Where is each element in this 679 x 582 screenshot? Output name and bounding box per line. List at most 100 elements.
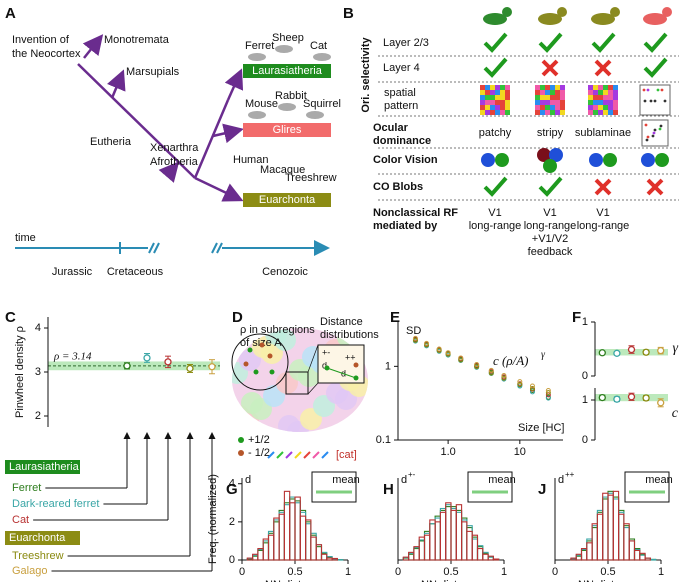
histogram-bar <box>607 490 614 561</box>
pattern-cell <box>485 110 490 115</box>
histogram-bar <box>283 502 291 561</box>
pattern-cell <box>495 95 500 100</box>
branch <box>107 69 126 99</box>
y-tick-label: 0 <box>229 554 235 566</box>
pattern-cell <box>560 110 565 115</box>
pattern-cell <box>500 100 505 105</box>
histogram-bar <box>586 538 593 561</box>
check-mark <box>483 176 508 197</box>
color-vision-dot <box>603 153 617 167</box>
clade-bar <box>243 123 331 137</box>
histogram-bar <box>618 511 625 561</box>
point <box>613 349 621 357</box>
histogram-bar <box>639 554 646 561</box>
formula-exponent: γ <box>541 349 546 360</box>
y-axis-label: SD <box>406 325 421 337</box>
legend-label: Galago <box>12 565 47 577</box>
orientation-key <box>276 451 284 459</box>
root-label: Invention of <box>12 34 70 46</box>
y-axis-label: Freq. (normalized) <box>207 474 219 564</box>
panel-letter: C <box>5 309 16 326</box>
check-mark <box>483 32 508 53</box>
y-tick-label: 4 <box>229 478 235 490</box>
pattern-cell <box>555 105 560 110</box>
charge-label: +1/2 <box>248 434 270 446</box>
pattern-dot <box>663 99 667 103</box>
ocular-value: patchy <box>479 127 512 139</box>
histogram-bar <box>476 545 484 561</box>
point <box>657 346 665 355</box>
animal-silhouette <box>275 45 293 53</box>
y-tick-label: 2 <box>35 410 41 422</box>
row-label: Layer 4 <box>383 62 420 74</box>
color-vision-dot <box>537 148 551 162</box>
histogram-bar <box>596 511 604 561</box>
point <box>143 354 151 362</box>
point <box>627 345 636 354</box>
histogram-bar <box>257 549 264 561</box>
pattern-cell <box>495 110 500 115</box>
inset <box>624 471 670 503</box>
histogram-bar <box>487 555 494 561</box>
timeline-break <box>211 242 218 254</box>
histogram-bar <box>305 519 312 561</box>
pattern-cell <box>545 100 550 105</box>
pattern-dot <box>660 88 664 92</box>
orientation-key <box>312 451 320 459</box>
histogram-bar <box>471 538 479 561</box>
histogram-bar <box>482 553 489 561</box>
charge-dot <box>238 450 244 456</box>
charge-label: - 1/2 <box>248 447 270 459</box>
y-tick-label: 3 <box>35 366 41 378</box>
orientation-key <box>303 451 311 459</box>
branch <box>158 161 180 183</box>
pattern-cell <box>485 100 490 105</box>
rf-value: feedback <box>528 246 573 258</box>
check-mark <box>643 57 668 78</box>
x-tick-label: 0.5 <box>600 566 615 578</box>
singularity <box>247 347 253 353</box>
era-label: Cretaceous <box>107 266 164 278</box>
orientation-key <box>294 451 302 459</box>
pattern-cell <box>500 85 505 90</box>
inset-label: mean <box>332 474 360 486</box>
legend-label: Treeshrew <box>12 550 64 562</box>
pattern-cell <box>603 100 608 105</box>
x-axis-label: NN distance <box>265 579 325 582</box>
histogram-bar <box>278 513 285 561</box>
animal-label: Sheep <box>272 32 304 44</box>
pattern-cell <box>608 95 613 100</box>
pattern-dot <box>656 88 660 92</box>
y-tick-label: 0 <box>582 370 588 382</box>
point <box>474 361 480 367</box>
histogram-bar <box>434 517 441 561</box>
histogram-bar <box>418 539 426 561</box>
x-tick-label: 1 <box>501 566 507 578</box>
clade-label: Euarchonta <box>259 194 316 206</box>
animal-icon <box>502 7 512 17</box>
point <box>545 390 551 396</box>
rf-value: +V1/V2 <box>532 233 568 245</box>
pattern-cell <box>490 95 495 100</box>
color-vision-dot <box>641 153 655 167</box>
point <box>474 364 480 370</box>
y-tick-label: 1 <box>582 316 588 328</box>
pattern-cell <box>550 110 555 115</box>
histogram-bar <box>299 509 307 561</box>
pattern-cell <box>500 95 505 100</box>
histogram-bar <box>623 527 630 561</box>
histogram-bar <box>596 509 604 561</box>
point <box>642 394 650 402</box>
pattern-cell <box>613 105 618 110</box>
pattern-dot <box>643 99 647 103</box>
y-tick-label: 0.1 <box>376 434 391 446</box>
legend-group-label: Euarchonta <box>9 532 66 544</box>
pattern-cell <box>598 85 603 90</box>
color-vision-dot <box>495 153 509 167</box>
animal-silhouette <box>306 111 324 119</box>
histogram-bar <box>315 546 323 561</box>
pattern-cell <box>603 85 608 90</box>
point <box>436 346 442 352</box>
zoom-label: +- <box>322 347 330 357</box>
point <box>545 395 551 401</box>
